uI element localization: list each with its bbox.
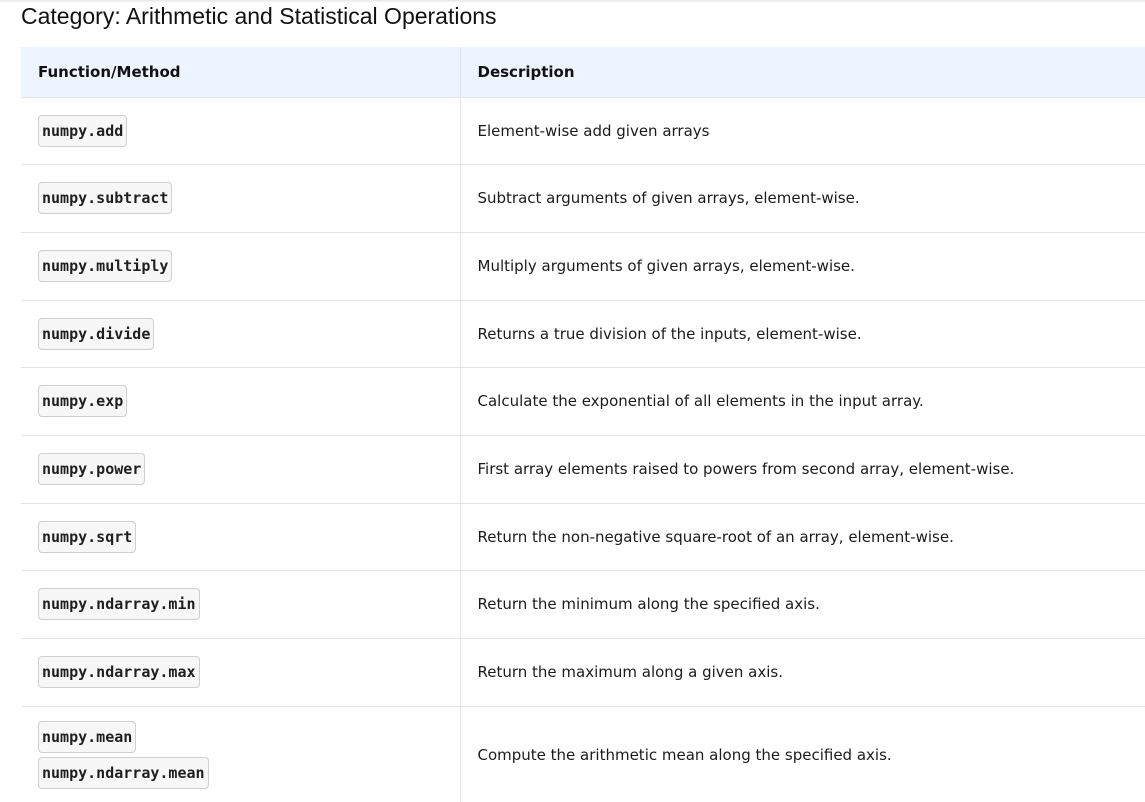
table-row: numpy.multiply Multiply arguments of giv…: [21, 231, 1145, 300]
description-cell: Return the minimum along the specified a…: [459, 569, 1145, 638]
table-row: numpy.sqrt Return the non-negative squar…: [21, 502, 1145, 570]
function-cell: numpy.add: [21, 96, 460, 164]
page-top-edge: [0, 0, 1145, 3]
table-body: numpy.add Element-wise add given arrays …: [21, 96, 1145, 802]
description-cell: Multiply arguments of given arrays, elem…: [459, 231, 1145, 300]
function-cell: numpy.ndarray.max: [21, 637, 460, 706]
function-cell: numpy.mean numpy.ndarray.mean: [21, 705, 460, 802]
function-code: numpy.mean: [38, 720, 137, 753]
description-cell: Calculate the exponential of all element…: [459, 366, 1145, 435]
function-cell: numpy.subtract: [21, 163, 460, 232]
function-code: numpy.power: [38, 453, 146, 485]
function-code: numpy.ndarray.min: [38, 588, 200, 620]
function-code: numpy.exp: [38, 385, 128, 417]
function-code: numpy.subtract: [38, 182, 173, 214]
function-code: numpy.divide: [38, 317, 155, 350]
function-cell: numpy.sqrt: [21, 502, 460, 570]
function-code: numpy.ndarray.mean: [38, 756, 209, 789]
function-stack: numpy.mean numpy.ndarray.mean: [38, 719, 460, 791]
description-cell: Subtract arguments of given arrays, elem…: [459, 163, 1145, 232]
category-heading: Category: Arithmetic and Statistical Ope…: [21, 3, 497, 29]
description-cell: Element-wise add given arrays: [459, 96, 1145, 164]
function-cell: numpy.divide: [21, 299, 460, 367]
function-cell: numpy.exp: [21, 366, 460, 435]
table-row: numpy.divide Returns a true division of …: [21, 299, 1145, 367]
description-cell: Returns a true division of the inputs, e…: [459, 299, 1145, 367]
table-row: numpy.mean numpy.ndarray.mean Compute th…: [21, 705, 1145, 802]
function-code: numpy.sqrt: [38, 520, 137, 553]
description-cell: Compute the arithmetic mean along the sp…: [459, 705, 1145, 802]
table-row: numpy.ndarray.min Return the minimum alo…: [21, 569, 1145, 638]
table-row: numpy.exp Calculate the exponential of a…: [21, 366, 1145, 435]
header-row: Function/Method Description: [21, 47, 1145, 97]
table-row: numpy.ndarray.max Return the maximum alo…: [21, 637, 1145, 706]
table-row: numpy.add Element-wise add given arrays: [21, 96, 1145, 164]
function-code: numpy.ndarray.max: [38, 656, 200, 688]
description-cell: Return the maximum along a given axis.: [459, 637, 1145, 706]
header-description: Description: [459, 47, 1145, 97]
table-header: Function/Method Description: [21, 47, 1145, 97]
function-cell: numpy.multiply: [21, 231, 460, 300]
table-row: numpy.power First array elements raised …: [21, 434, 1145, 503]
function-code: numpy.add: [38, 114, 128, 147]
function-code: numpy.multiply: [38, 250, 173, 282]
function-cell: numpy.power: [21, 434, 460, 503]
table-row: numpy.subtract Subtract arguments of giv…: [21, 163, 1145, 232]
functions-table: Function/Method Description numpy.add El…: [21, 47, 1145, 802]
header-function-method: Function/Method: [21, 47, 460, 97]
description-cell: First array elements raised to powers fr…: [459, 434, 1145, 503]
description-cell: Return the non-negative square-root of a…: [459, 502, 1145, 570]
function-cell: numpy.ndarray.min: [21, 569, 460, 638]
